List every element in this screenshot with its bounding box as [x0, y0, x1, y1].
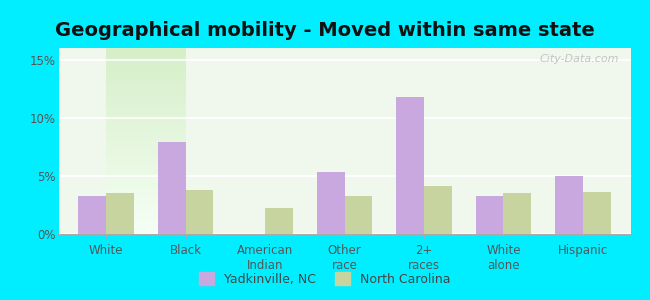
Bar: [344, 196, 372, 234]
Text: Geographical mobility - Moved within same state: Geographical mobility - Moved within sam…: [55, 21, 595, 40]
Bar: [106, 193, 134, 234]
Bar: [79, 196, 106, 234]
Bar: [317, 172, 345, 234]
Bar: [555, 176, 583, 234]
Text: City-Data.com: City-Data.com: [540, 54, 619, 64]
Bar: [265, 208, 293, 234]
Bar: [186, 190, 213, 234]
Legend: Yadkinville, NC, North Carolina: Yadkinville, NC, North Carolina: [194, 267, 456, 291]
Bar: [396, 97, 424, 234]
Bar: [503, 193, 531, 234]
Bar: [158, 142, 186, 234]
Bar: [424, 186, 452, 234]
Bar: [476, 196, 503, 234]
Bar: [583, 192, 610, 234]
